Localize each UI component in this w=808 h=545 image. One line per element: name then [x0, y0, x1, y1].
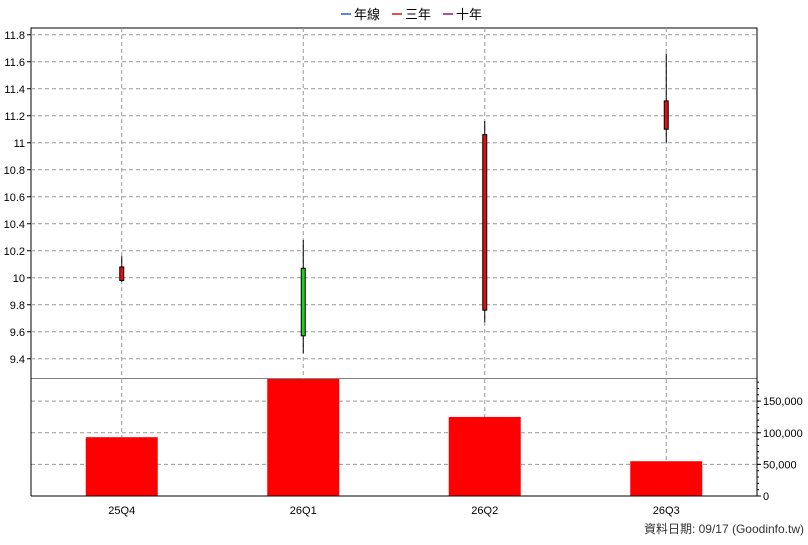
x-tick-label: 25Q4	[108, 505, 135, 517]
price-tick-label: 10	[13, 273, 25, 285]
x-tick-label: 26Q3	[653, 505, 680, 517]
x-axis: 25Q4 26Q1 26Q2 26Q3	[108, 505, 679, 517]
price-tick-label: 10.6	[4, 192, 25, 204]
candle	[482, 121, 488, 323]
x-tick-label: 26Q2	[471, 505, 498, 517]
volume-panel: 0 50,000 100,000 150,000	[30, 379, 803, 503]
legend-label: 三年	[405, 7, 431, 22]
legend-item: 三年	[392, 7, 431, 22]
price-tick-label: 10.4	[4, 219, 25, 231]
legend: 年線 三年 十年	[341, 7, 482, 22]
price-tick-label: 9.6	[10, 327, 25, 339]
candle-body	[663, 100, 669, 130]
legend-label: 十年	[456, 7, 482, 22]
price-tick-label: 11.2	[4, 111, 25, 123]
candle	[119, 256, 125, 282]
price-tick-label: 11.8	[4, 30, 25, 42]
footer-date-text: 資料日期: 09/17 (Goodinfo.tw)	[644, 522, 804, 536]
volume-bar	[85, 437, 158, 496]
candle-body	[482, 134, 488, 311]
price-tick-label: 9.8	[10, 300, 25, 312]
candle-body	[119, 266, 125, 281]
legend-item: 年線	[341, 7, 380, 22]
price-tick-label: 11.4	[4, 84, 25, 96]
price-tick-label: 11.6	[4, 57, 25, 69]
price-panel: 9.4 9.6 9.8 10 10.2 10.4 10.6 10.8 11 11.2 11.4 11.…	[4, 27, 758, 380]
price-tick-label: 9.4	[10, 354, 25, 366]
volume-tick-label: 50,000	[763, 459, 797, 471]
legend-label: 年線	[354, 7, 380, 22]
price-tick-label: 10.8	[4, 165, 25, 177]
volume-tick-label: 100,000	[763, 428, 803, 440]
legend-item: 十年	[443, 7, 482, 22]
volume-bar	[267, 379, 340, 496]
candle	[663, 53, 669, 143]
volume-tick-label: 150,000	[763, 396, 803, 408]
volume-tick-label: 0	[763, 491, 769, 503]
price-plot-frame	[30, 27, 758, 380]
price-tick-label: 11	[14, 138, 25, 150]
volume-bar	[630, 461, 703, 496]
candle	[300, 239, 306, 354]
candle-body	[300, 267, 306, 337]
price-tick-label: 10.2	[4, 246, 25, 258]
x-tick-label: 26Q1	[290, 505, 317, 517]
volume-bar	[448, 416, 521, 496]
